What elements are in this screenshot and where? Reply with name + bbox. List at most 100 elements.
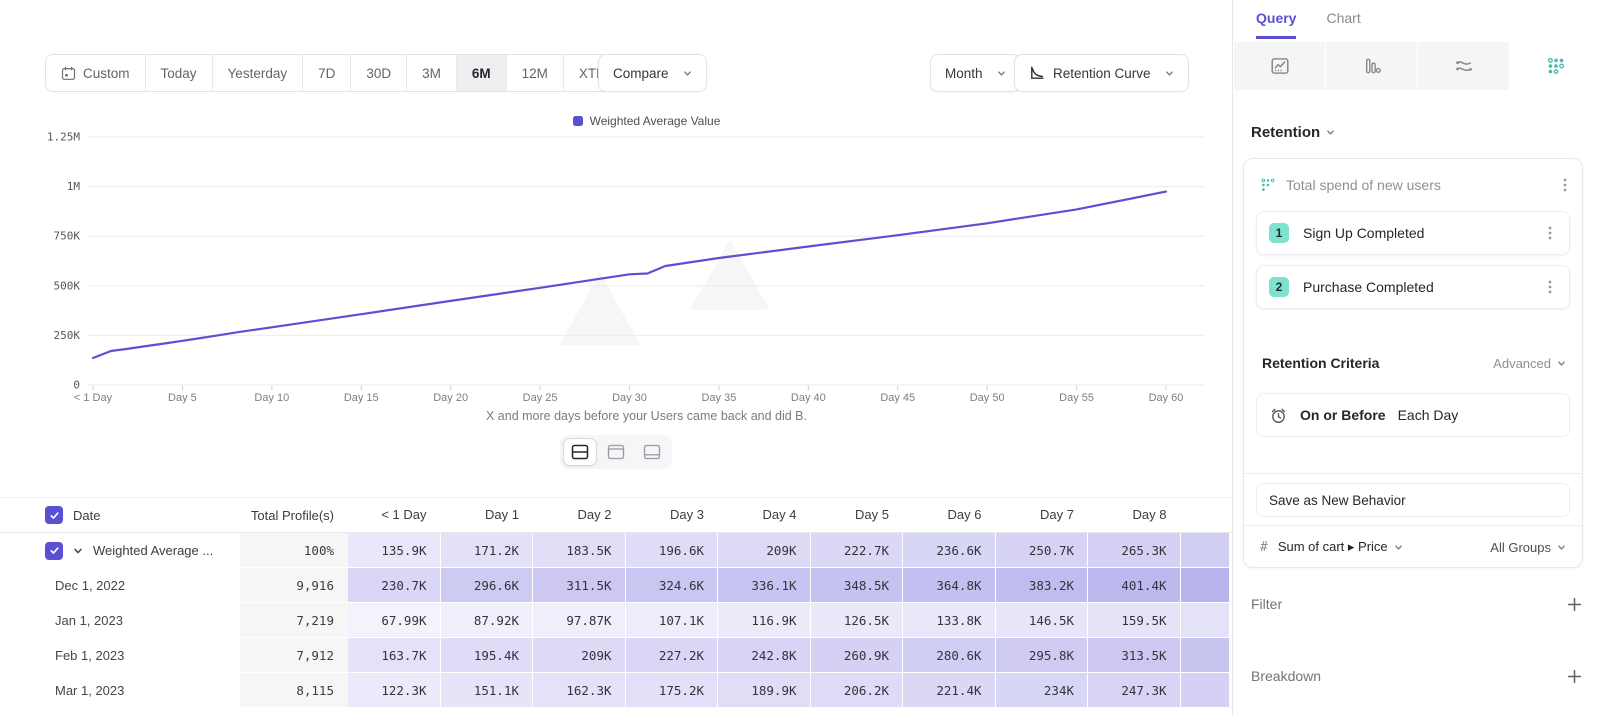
retention-value-cell: 67.99K xyxy=(348,603,441,638)
chevron-down-icon xyxy=(997,70,1005,76)
svg-text:0: 0 xyxy=(73,379,80,392)
total-profiles-cell: 8,115 xyxy=(240,673,348,708)
clipped-value-cell xyxy=(1180,533,1229,568)
svg-text:Day 5: Day 5 xyxy=(168,392,197,404)
layout-split-view-button[interactable] xyxy=(563,438,597,466)
groups-dropdown[interactable]: All Groups xyxy=(1490,540,1566,555)
breakdown-section: Breakdown xyxy=(1251,668,1582,684)
retention-value-cell: 221.4K xyxy=(903,673,996,708)
date-range-custom[interactable]: Custom xyxy=(46,55,146,91)
svg-text:Day 20: Day 20 xyxy=(433,392,468,404)
kebab-menu-icon[interactable] xyxy=(1543,225,1557,241)
chart-legend-item[interactable]: Weighted Average Value xyxy=(88,114,1205,128)
condition-operator: On or Before xyxy=(1300,407,1386,423)
add-filter-button[interactable] xyxy=(1567,597,1582,612)
number-property-icon: # xyxy=(1260,539,1268,555)
date-range-3m[interactable]: 3M xyxy=(407,55,457,91)
series-weighted-average[interactable] xyxy=(91,190,1168,360)
table-only-icon xyxy=(643,444,661,460)
kebab-menu-icon[interactable] xyxy=(1543,279,1557,295)
layout-chart-only-button[interactable] xyxy=(599,438,633,466)
x-axis: < 1 Day Day 5 Day 10 Day 15 Day 20 Day 25 Day … xyxy=(74,385,1184,404)
total-profiles-cell: 7,912 xyxy=(240,638,348,673)
granularity-button[interactable]: Month xyxy=(930,54,1021,92)
retention-curve-icon xyxy=(1029,65,1045,81)
retention-value-cell: 364.8K xyxy=(903,568,996,603)
row-checkbox[interactable] xyxy=(45,541,63,560)
table-row: Jan 1, 2023 7,219 67.99K 87.92K 97.87K 107.1K… xyxy=(0,603,1232,638)
chevron-down-icon xyxy=(1558,544,1565,550)
date-range-7d[interactable]: 7D xyxy=(303,55,352,91)
step-sign-up-completed[interactable]: 1 Sign Up Completed xyxy=(1256,211,1570,255)
retention-value-cell: 265.3K xyxy=(1088,533,1181,568)
split-view-icon xyxy=(571,444,589,460)
kebab-menu-icon[interactable] xyxy=(1558,177,1572,193)
retention-value-cell: 222.7K xyxy=(810,533,903,568)
retention-value-cell: 313.5K xyxy=(1088,638,1181,673)
clipped-value-cell xyxy=(1180,603,1229,638)
legend-label: Weighted Average Value xyxy=(589,114,721,128)
funnels-icon[interactable] xyxy=(1326,42,1418,90)
measure-row[interactable]: # Sum of cart ▸ Price All Groups xyxy=(1244,525,1582,569)
filter-section: Filter xyxy=(1251,596,1582,612)
chevron-down-icon xyxy=(683,70,691,76)
svg-text:Day 40: Day 40 xyxy=(791,392,826,404)
retention-value-cell: 336.1K xyxy=(718,568,811,603)
checkmark-icon xyxy=(49,547,59,554)
retention-value-cell: 126.5K xyxy=(810,603,903,638)
report-type-switcher xyxy=(1234,42,1600,90)
table-row: Dec 1, 2022 9,916 230.7K 296.6K 311.5K 324.6K… xyxy=(0,568,1232,603)
retention-icon[interactable] xyxy=(1510,42,1600,90)
sidebar-tabs: Query Chart xyxy=(1256,10,1361,39)
date-range-12m[interactable]: 12M xyxy=(507,55,564,91)
retention-value-cell: 280.6K xyxy=(903,638,996,673)
retention-value-cell: 242.8K xyxy=(718,638,811,673)
row-label-date: Dec 1, 2022 xyxy=(55,578,126,593)
insights-icon[interactable] xyxy=(1234,42,1326,90)
svg-text:< 1 Day: < 1 Day xyxy=(74,392,113,404)
date-range-today[interactable]: Today xyxy=(146,55,213,91)
retention-value-cell: 247.3K xyxy=(1088,673,1181,708)
clipped-value-cell xyxy=(1180,673,1229,708)
x-axis-caption: X and more days before your Users came b… xyxy=(486,409,807,423)
svg-text:Day 15: Day 15 xyxy=(344,392,379,404)
tab-query[interactable]: Query xyxy=(1256,10,1297,39)
retention-value-cell: 296.6K xyxy=(440,568,533,603)
measure-property-dropdown[interactable]: Sum of cart ▸ Price xyxy=(1278,539,1403,555)
table-row: Feb 1, 2023 7,912 163.7K 195.4K 209K 227.2K 24… xyxy=(0,638,1232,673)
step-number-badge: 1 xyxy=(1269,223,1289,243)
date-range-30d[interactable]: 30D xyxy=(351,55,408,91)
y-axis: 0 250K 500K 750K 1M 1.25M xyxy=(47,131,1205,392)
retention-value-cell: 295.8K xyxy=(995,638,1088,673)
expand-caret-icon[interactable] xyxy=(73,546,83,556)
clipped-value-cell xyxy=(1180,568,1229,603)
add-breakdown-button[interactable] xyxy=(1567,669,1582,684)
chart-only-icon xyxy=(607,444,625,460)
retention-value-cell: 230.7K xyxy=(348,568,441,603)
date-range-6m[interactable]: 6M xyxy=(456,55,507,91)
svg-text:Day 60: Day 60 xyxy=(1149,392,1184,404)
flows-icon[interactable] xyxy=(1418,42,1510,90)
criteria-mode-dropdown[interactable]: Advanced xyxy=(1493,356,1566,371)
layout-table-only-button[interactable] xyxy=(635,438,669,466)
total-profiles-cell: 9,916 xyxy=(240,568,348,603)
chart-type-button[interactable]: Retention Curve xyxy=(1014,54,1189,92)
tab-chart[interactable]: Chart xyxy=(1326,10,1361,26)
column-header: Day 2 xyxy=(533,498,626,532)
select-all-checkbox[interactable] xyxy=(45,506,63,524)
chevron-down-icon xyxy=(1327,130,1335,135)
table-header-row: Date Total Profile(s) < 1 Day Day 1 Day 2 Day… xyxy=(0,497,1232,533)
retention-section-dropdown[interactable]: Retention xyxy=(1251,124,1335,141)
clipped-value-cell xyxy=(1180,638,1229,673)
row-label-weighted-average[interactable]: Weighted Average ... xyxy=(0,533,240,568)
svg-text:Day 50: Day 50 xyxy=(970,392,1005,404)
layout-toggle-group xyxy=(560,435,672,469)
step-purchase-completed[interactable]: 2 Purchase Completed xyxy=(1256,265,1570,309)
retention-value-cell: 133.8K xyxy=(903,603,996,638)
behavior-dots-icon xyxy=(1260,177,1276,193)
save-as-new-behavior-button[interactable]: Save as New Behavior xyxy=(1256,483,1570,517)
date-range-yesterday[interactable]: Yesterday xyxy=(213,55,304,91)
compare-button[interactable]: Compare xyxy=(598,54,707,92)
retention-condition[interactable]: On or Before Each Day xyxy=(1256,393,1570,437)
